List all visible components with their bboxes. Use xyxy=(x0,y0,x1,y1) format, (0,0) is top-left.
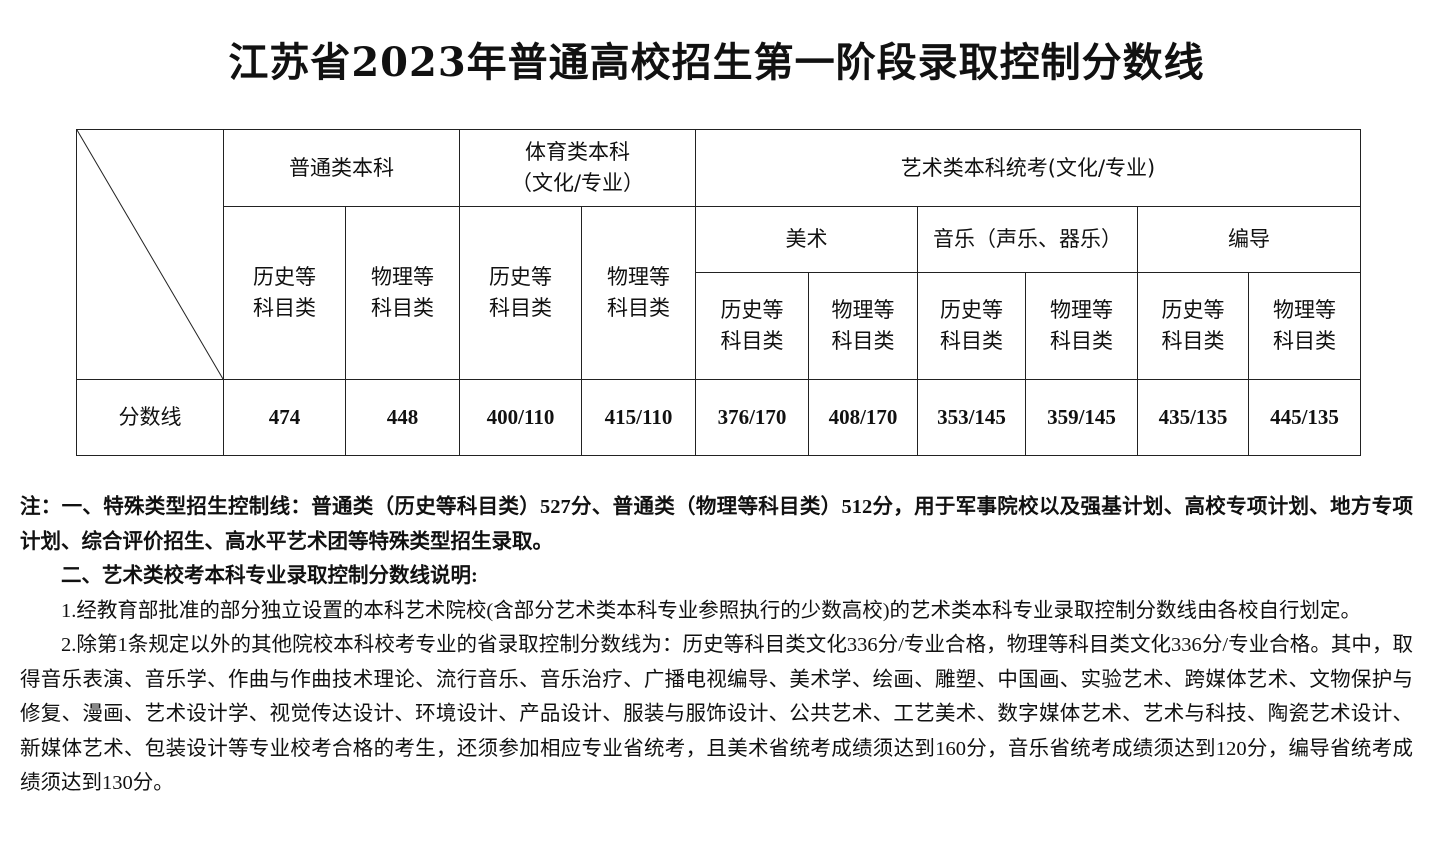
header-sports-line1: 体育类本科 xyxy=(525,140,630,164)
cat-l2: 科目类 xyxy=(371,296,434,320)
header-sports-line2: （文化/专业） xyxy=(510,171,645,195)
diagonal-corner-cell xyxy=(76,129,224,380)
header-history: 历史等 科目类 xyxy=(459,206,582,380)
cat-l2: 科目类 xyxy=(1273,329,1337,353)
score-cell: 435/135 xyxy=(1137,379,1250,456)
cat-l2: 科目类 xyxy=(1050,329,1114,353)
cat-l1: 历史等 xyxy=(720,298,784,322)
score-cell: 376/170 xyxy=(695,379,810,456)
header-history: 历史等 科目类 xyxy=(1137,272,1250,380)
header-physics: 物理等 科目类 xyxy=(580,206,697,380)
cat-l1: 物理等 xyxy=(831,298,895,322)
header-general: 普通类本科 xyxy=(223,129,460,207)
score-table: 普通类本科 体育类本科 （文化/专业） 艺术类本科统考(文化/专业) 历史等科目… xyxy=(76,129,1362,456)
note-special-types: 注：一、特殊类型招生控制线：普通类（历史等科目类）527分、普通类（物理等科目类… xyxy=(20,496,1413,553)
score-cell: 353/145 xyxy=(917,379,1027,456)
header-physics: 物理等 科目类 xyxy=(345,206,460,380)
header-history: 历史等 科目类 xyxy=(223,206,346,380)
header-history: 历史等 科目类 xyxy=(917,272,1027,380)
page-title: 江苏省2023年普通高校招生第一阶段录取控制分数线 xyxy=(228,39,1205,86)
score-cell: 400/110 xyxy=(459,379,582,456)
notes: 注：一、特殊类型招生控制线：普通类（历史等科目类）527分、普通类（物理等科目类… xyxy=(20,490,1413,801)
header-physics: 物理等 科目类 xyxy=(1248,272,1362,380)
header-music: 音乐（声乐、器乐） xyxy=(917,206,1139,273)
score-cell: 408/170 xyxy=(808,379,919,456)
header-physics: 物理等 科目类 xyxy=(1025,272,1139,380)
row-label: 分数线 xyxy=(76,379,224,456)
score-cell: 359/145 xyxy=(1025,379,1139,456)
header-history: 历史等 科目类 xyxy=(695,272,810,380)
cat-l1: 历史等 xyxy=(1161,298,1225,322)
cat-l2: 科目类 xyxy=(253,296,316,320)
cat-l1: 物理等 xyxy=(607,265,670,289)
cat-l1: 历史等 xyxy=(253,265,316,289)
cat-l1: 历史等 xyxy=(940,298,1004,322)
score-cell: 415/110 xyxy=(580,379,697,456)
score-cell: 448 xyxy=(345,379,460,456)
cat-l1: 物理等 xyxy=(1050,298,1114,322)
cat-l2: 科目类 xyxy=(607,296,670,320)
diagonal-line xyxy=(77,130,223,379)
cat-l1: 物理等 xyxy=(1273,298,1337,322)
header-fine-arts: 美术 xyxy=(695,206,919,273)
cat-l2: 科目类 xyxy=(831,329,895,353)
cat-l2: 科目类 xyxy=(940,329,1004,353)
header-physics: 物理等 科目类 xyxy=(808,272,919,380)
cat-l1: 物理等 xyxy=(371,265,434,289)
score-cell: 445/135 xyxy=(1248,379,1362,456)
header-sports: 体育类本科 （文化/专业） xyxy=(458,129,697,207)
score-cell: 474 xyxy=(223,379,346,456)
cat-l1: 历史等 xyxy=(489,265,552,289)
header-directing: 编导 xyxy=(1137,206,1362,273)
note-item-1: 1.经教育部批准的部分独立设置的本科艺术院校(含部分艺术类本科专业参照执行的少数… xyxy=(61,599,1362,622)
note-item-2: 2.除第1条规定以外的其他院校本科校考专业的省录取控制分数线为：历史等科目类文化… xyxy=(20,634,1413,794)
cat-l2: 科目类 xyxy=(1161,329,1225,353)
note-art-heading: 二、艺术类校考本科专业录取控制分数线说明: xyxy=(61,565,478,587)
cat-l2: 科目类 xyxy=(489,296,552,320)
cat-l2: 科目类 xyxy=(720,329,784,353)
header-arts: 艺术类本科统考(文化/专业) xyxy=(695,129,1362,207)
